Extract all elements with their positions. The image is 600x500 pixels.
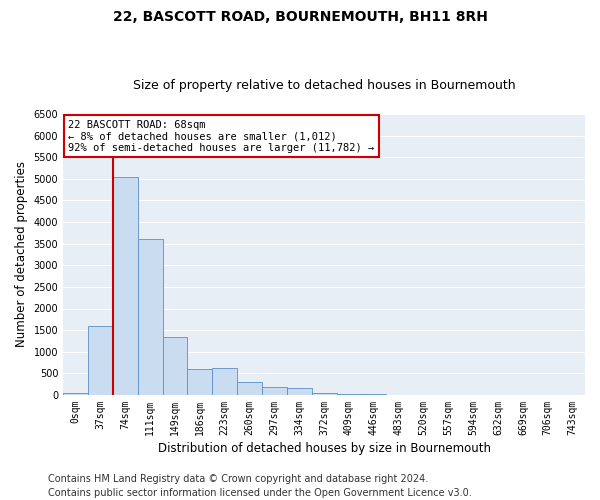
Bar [138, 240, 163, 395]
Bar [113, 176, 138, 395]
Bar [63, 393, 88, 395]
Bar [212, 368, 237, 395]
Y-axis label: Number of detached properties: Number of detached properties [15, 162, 28, 348]
Text: 22 BASCOTT ROAD: 68sqm
← 8% of detached houses are smaller (1,012)
92% of semi-d: 22 BASCOTT ROAD: 68sqm ← 8% of detached … [68, 120, 374, 153]
Bar [311, 393, 337, 395]
Bar [163, 336, 187, 395]
Text: Contains HM Land Registry data © Crown copyright and database right 2024.
Contai: Contains HM Land Registry data © Crown c… [48, 474, 472, 498]
Bar [337, 394, 361, 395]
Bar [287, 388, 311, 395]
Title: Size of property relative to detached houses in Bournemouth: Size of property relative to detached ho… [133, 79, 515, 92]
Bar [237, 382, 262, 395]
Text: 22, BASCOTT ROAD, BOURNEMOUTH, BH11 8RH: 22, BASCOTT ROAD, BOURNEMOUTH, BH11 8RH [113, 10, 487, 24]
Bar [361, 394, 386, 395]
Bar [88, 326, 113, 395]
X-axis label: Distribution of detached houses by size in Bournemouth: Distribution of detached houses by size … [158, 442, 491, 455]
Bar [262, 388, 287, 395]
Bar [187, 369, 212, 395]
